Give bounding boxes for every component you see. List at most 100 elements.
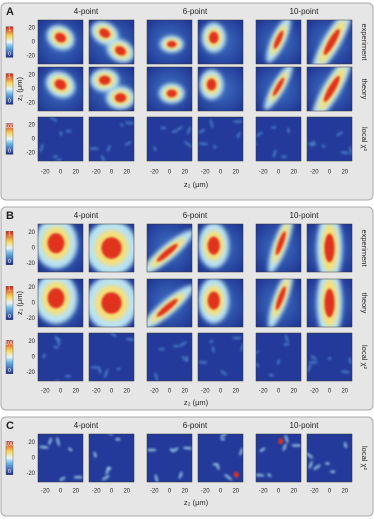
noise-streak — [209, 119, 214, 129]
intensity-blob — [101, 237, 122, 259]
noise-streak — [186, 126, 192, 135]
tile-frame — [88, 116, 135, 162]
heatmap-tile — [198, 224, 243, 272]
tile-frame — [146, 223, 193, 273]
heatmap-tile — [198, 67, 243, 111]
tile-background — [307, 434, 352, 482]
tile-background — [147, 434, 192, 482]
noise-streak — [220, 434, 229, 438]
tile-frame — [255, 19, 302, 65]
noise-streak — [39, 143, 44, 153]
tile-frame — [306, 332, 353, 382]
tile-frame — [197, 332, 244, 382]
intensity-blob — [167, 40, 177, 48]
noise-streak — [256, 131, 263, 137]
x-tick-label: 0 — [168, 170, 172, 176]
x-tick-label: -20 — [310, 389, 319, 395]
heatmap-tile — [38, 224, 83, 272]
x-tick-label: 20 — [72, 389, 79, 395]
column-header: 10-point — [290, 421, 320, 430]
noise-streak — [282, 443, 287, 452]
x-tick-label: 20 — [123, 170, 130, 176]
noise-streak — [89, 147, 100, 151]
noise-streak — [59, 476, 66, 482]
panel-label: C — [6, 420, 14, 432]
colorbar-min: 0 — [8, 99, 11, 105]
noise-streak — [116, 367, 121, 371]
column-header: 10-point — [290, 7, 320, 16]
x-tick-label: 0 — [277, 389, 281, 395]
heatmap-tile — [307, 20, 352, 64]
heatmap-tile — [147, 20, 192, 64]
x-tick-label: 0 — [277, 170, 281, 176]
tile-frame — [146, 278, 193, 328]
noise-streak — [48, 437, 53, 445]
x-tick-label: 0 — [168, 389, 172, 395]
noise-streak — [259, 447, 266, 453]
intensity-blob — [101, 292, 122, 314]
x-tick-label: 20 — [123, 389, 130, 395]
colorbar — [5, 73, 14, 105]
row-label: local χ² — [360, 127, 369, 151]
x-tick-label: 0 — [219, 170, 223, 176]
heatmap-tile — [307, 434, 352, 482]
noise-streak — [307, 363, 312, 373]
x-tick-label: 0 — [110, 489, 114, 495]
tile-background — [38, 117, 83, 161]
y-tick-label: 20 — [28, 25, 35, 31]
noise-streak — [232, 336, 242, 340]
noise-streak — [212, 462, 219, 466]
hot-spot — [233, 471, 239, 478]
colorbar-max: 1 — [8, 287, 11, 293]
tile-frame — [146, 66, 193, 112]
y-tick-label: 20 — [28, 339, 35, 345]
noise-streak — [211, 345, 216, 353]
intensity-blob — [99, 28, 111, 38]
noise-streak — [286, 127, 291, 134]
y-tick-label: -20 — [26, 316, 35, 322]
tile-frame — [306, 19, 353, 65]
heatmap-tile — [256, 224, 301, 272]
noise-streak — [68, 447, 73, 452]
x-tick-label: -20 — [259, 489, 268, 495]
y-tick-label: -20 — [26, 261, 35, 267]
noise-streak — [340, 151, 350, 155]
tile-background — [256, 333, 301, 381]
column-header: 6-point — [183, 421, 208, 430]
heatmap-tile — [307, 333, 352, 381]
intensity-blob — [275, 286, 286, 311]
row-label: experiment — [360, 229, 369, 267]
noise-streak — [284, 434, 289, 444]
tile-frame — [88, 19, 135, 65]
intensity-blob — [209, 31, 219, 44]
row-label: theory — [360, 293, 369, 314]
noise-streak — [232, 120, 243, 124]
column-header: 10-point — [290, 211, 320, 220]
noise-streak — [270, 125, 277, 129]
heatmap-tile — [256, 67, 301, 111]
noise-streak — [182, 446, 192, 450]
noise-streak — [340, 370, 351, 374]
column-header: 4-point — [74, 7, 99, 16]
noise-streak — [73, 475, 83, 479]
y-tick-label: 0 — [32, 456, 36, 462]
heatmap-tile — [198, 333, 243, 381]
y-tick-label: 0 — [32, 87, 36, 93]
noise-streak — [240, 342, 243, 352]
row-label: local χ² — [360, 446, 369, 470]
tile-frame — [255, 116, 302, 162]
x-tick-label: -20 — [259, 389, 268, 395]
colorbar-max: 1 — [8, 27, 11, 33]
row-label: experiment — [360, 23, 369, 61]
x-tick-label: 0 — [59, 489, 63, 495]
noise-streak — [198, 128, 206, 134]
noise-streak — [220, 370, 228, 376]
colorbar-max: 100 — [5, 442, 14, 448]
colorbar — [5, 26, 14, 58]
intensity-blob — [323, 29, 340, 55]
noise-streak — [268, 373, 275, 377]
heatmap-tile — [307, 67, 352, 111]
heatmap-tile — [89, 20, 134, 64]
x-tick-label: -20 — [92, 389, 101, 395]
noise-streak — [101, 154, 106, 161]
